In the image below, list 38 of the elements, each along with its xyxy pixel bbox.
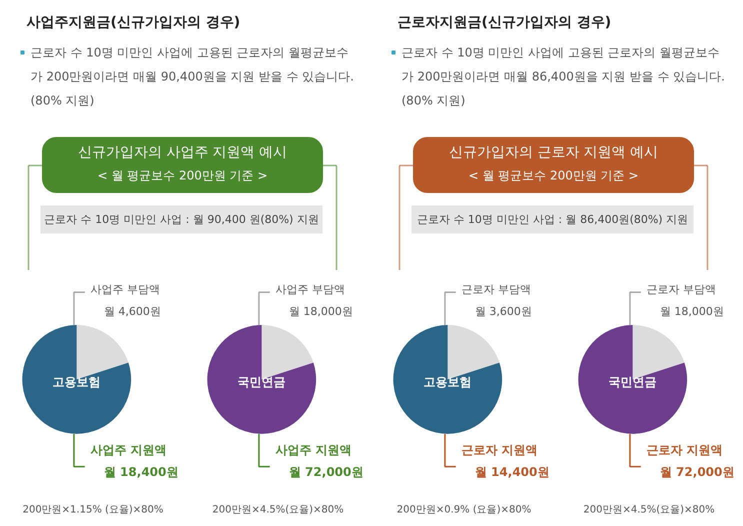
text: 근로자지원금(신규가입자의 경우): [398, 14, 612, 30]
text: 신규가입자의 근로자 지원액 예시: [448, 144, 658, 160]
data-label: 월 14,400원: [474, 465, 550, 480]
data-label: 월 18,400원: [104, 465, 178, 480]
data-label: 월 72,000원: [660, 465, 734, 480]
text: 근로자 수 10명 미만인 사업 : 월 90,400 원(80%) 지원: [44, 213, 319, 226]
slice-label: 근로자 부담액: [461, 283, 531, 296]
text: 가 200만원이라면 매월 86,400원을 지원 받을 수 있습니다.: [402, 70, 725, 84]
slice-label: 사업주 부담액: [90, 283, 160, 296]
text: 고용보험: [424, 375, 472, 390]
text: (80% 지원): [30, 94, 94, 108]
text: 200만원×4.5%(요율)×80%: [212, 504, 344, 516]
slice-label: 사업주 지원액: [90, 443, 166, 458]
data-label: 월 18,000원: [660, 304, 724, 318]
slice-label: 사업주 부담액: [275, 283, 345, 296]
data-label: 월 18,000원: [288, 304, 353, 318]
data-label: 월 3,600원: [474, 304, 532, 318]
slice-label: 사업주 지원액: [275, 443, 352, 458]
text: (80% 지원): [402, 94, 466, 108]
text: 200만원×1.15% (요율)×80%: [22, 504, 164, 516]
text: 근로자 수 10명 미만인 사업에 고용된 근로자의 월평균보수: [30, 46, 348, 60]
text: 근로자 수 10명 미만인 사업 : 월 86,400원(80%) 지원: [416, 213, 688, 226]
text: 사업주지원금(신규가입자의 경우): [26, 14, 240, 30]
text: 가 200만원이라면 매월 90,400원을 지원 받을 수 있습니다.: [30, 70, 354, 84]
text: 국민연금: [608, 375, 657, 390]
slice-label: 근로자 부담액: [646, 283, 716, 296]
text: 신규가입자의 사업주 지원액 예시: [78, 144, 288, 160]
data-label: 월 4,600원: [104, 304, 161, 318]
data-label: 월 72,000원: [288, 465, 364, 480]
text: 근로자 수 10명 미만인 사업에 고용된 근로자의 월평균보수: [402, 46, 720, 60]
text: 200만원×4.5%(요율)×80%: [583, 504, 715, 516]
text: 국민연금: [238, 375, 286, 390]
text: 200만원×0.9% (요율)×80%: [396, 504, 532, 516]
text: < 월 평균보수 200만원 기준 >: [468, 168, 639, 182]
slice-label: 근로자 지원액: [646, 443, 722, 458]
slice-label: 근로자 지원액: [461, 443, 538, 458]
text: < 월 평균보수 200만원 기준 >: [97, 168, 268, 182]
text: 고용보험: [52, 375, 101, 390]
